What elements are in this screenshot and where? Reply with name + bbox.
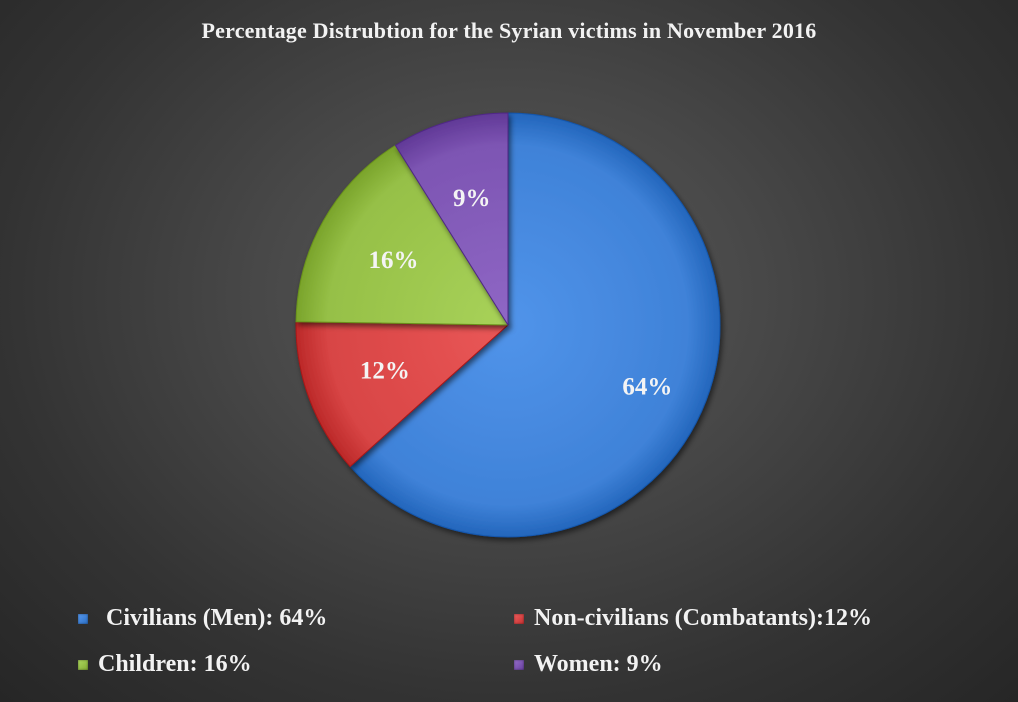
chart-title: Percentage Distrubtion for the Syrian vi… bbox=[201, 18, 817, 43]
data-label-children: 16% bbox=[369, 247, 419, 274]
data-label-civilians: 64% bbox=[622, 374, 672, 401]
legend-item-children: Children: 16% bbox=[78, 651, 252, 678]
legend-item-noncivilians: Non-civilians (Combatants):12% bbox=[514, 605, 872, 632]
legend-label-noncivilians: Non-civilians (Combatants):12% bbox=[534, 605, 873, 631]
legend-item-women: Women: 9% bbox=[514, 651, 663, 678]
pie-slice-women bbox=[394, 112, 509, 327]
legend-swatch-children bbox=[78, 659, 88, 670]
legend-label-women: Women: 9% bbox=[534, 651, 663, 677]
legend-label-civilians: Civilians (Men): 64% bbox=[106, 605, 328, 631]
pie-slice-children bbox=[295, 144, 509, 326]
legend-swatch-noncivilians bbox=[514, 613, 524, 624]
data-label-women: 9% bbox=[453, 185, 491, 212]
pie-slice-noncivilians bbox=[295, 321, 510, 468]
data-label-noncivilians: 12% bbox=[360, 358, 410, 385]
legend-label-children: Children: 16% bbox=[98, 651, 252, 677]
legend-item-civilians: Civilians (Men): 64% bbox=[78, 605, 327, 632]
legend-swatch-women bbox=[514, 659, 524, 670]
legend-swatch-civilians bbox=[78, 613, 88, 624]
pie-slice-civilians bbox=[349, 112, 721, 538]
